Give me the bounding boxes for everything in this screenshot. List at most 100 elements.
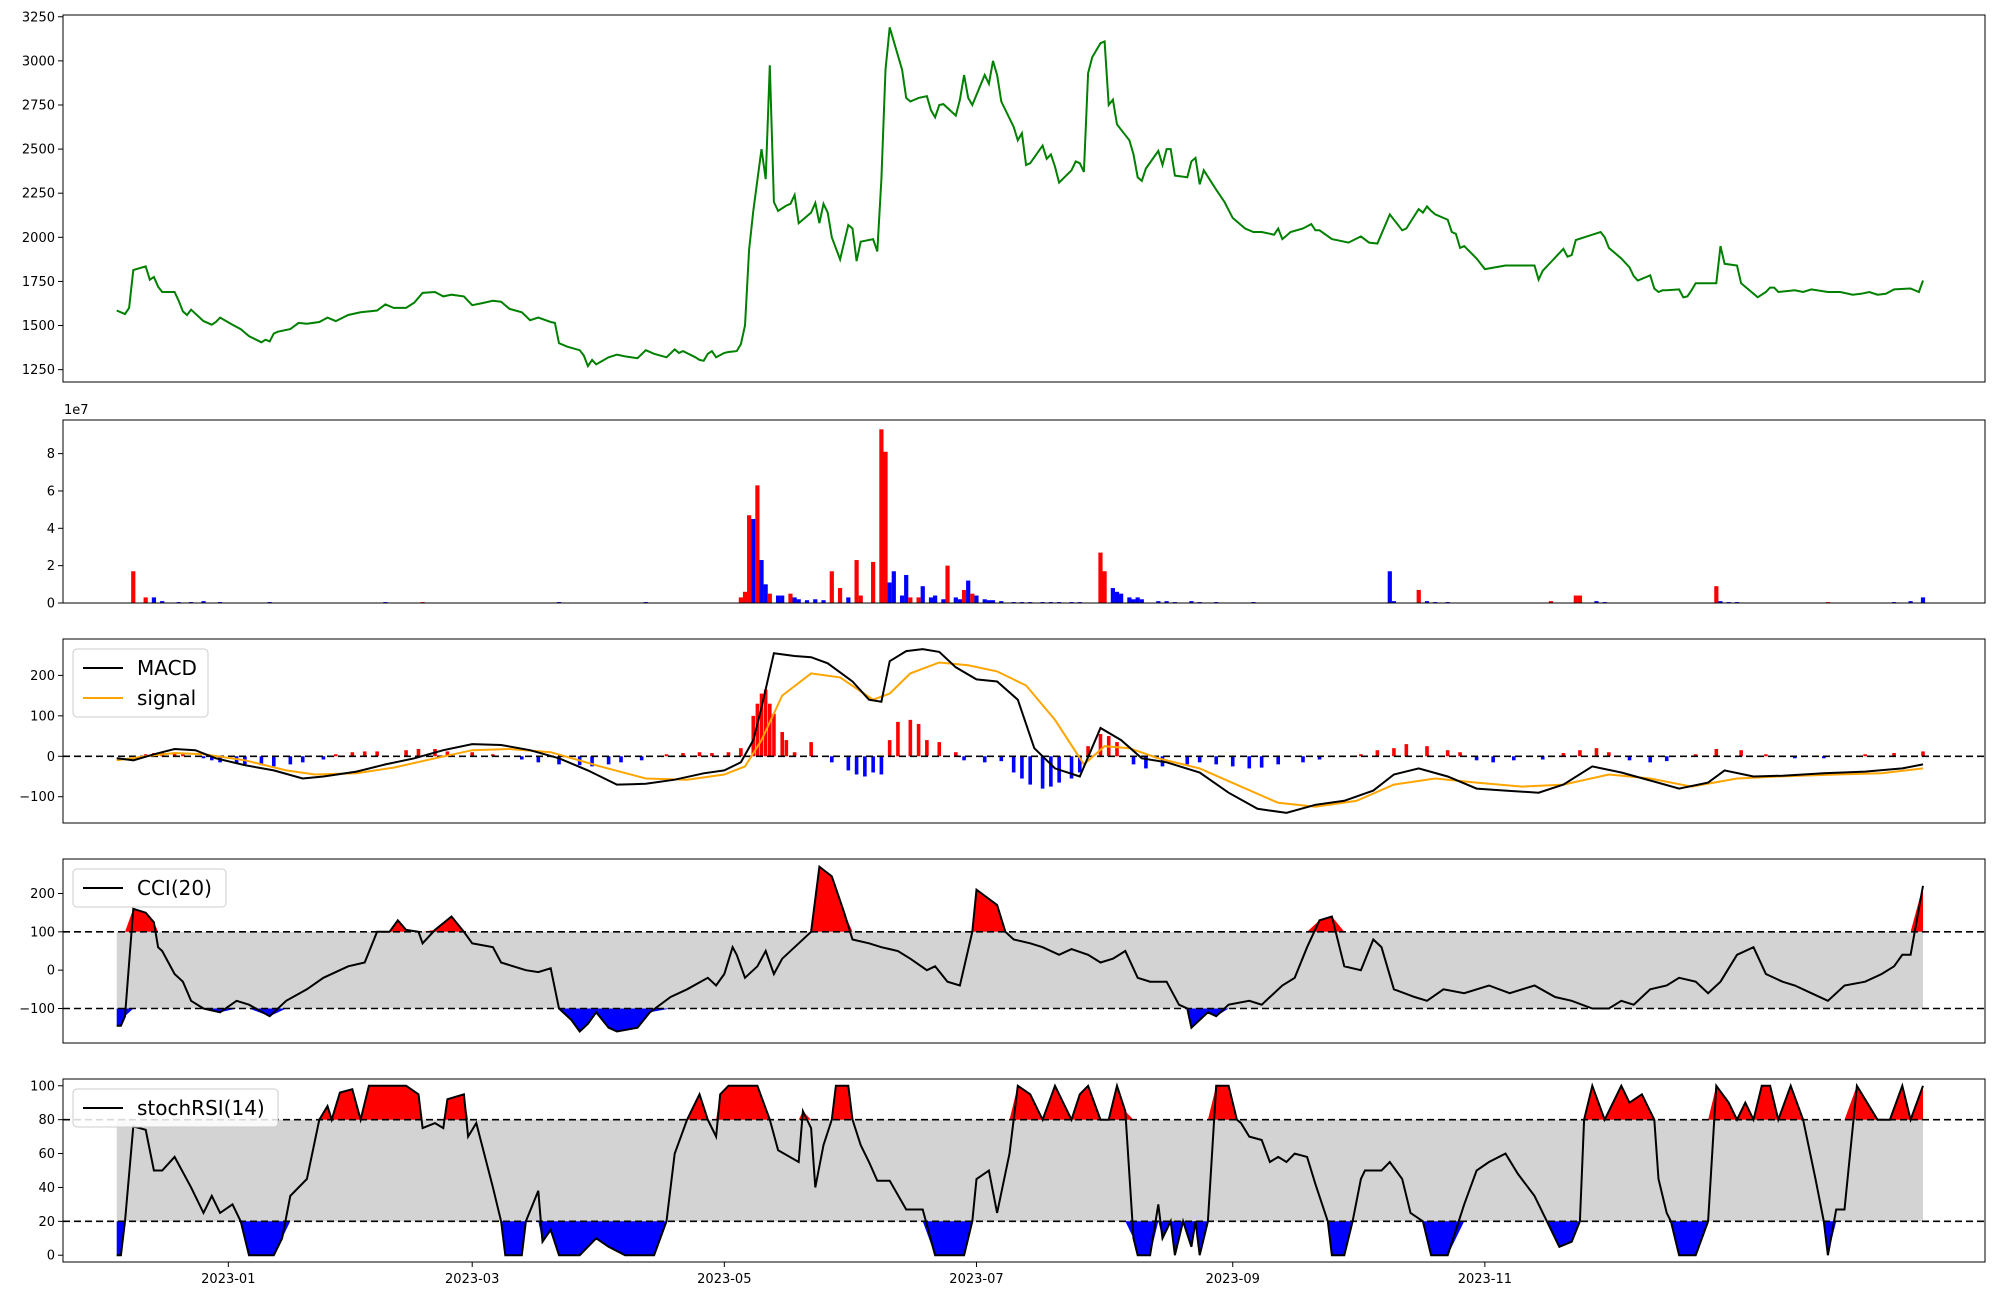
macd-histogram-bar (1594, 748, 1599, 757)
volume-bar (775, 595, 781, 603)
y-tick-label: 1250 (22, 363, 55, 378)
y-tick-label: 4 (47, 522, 55, 537)
macd-histogram-bar (1131, 756, 1136, 765)
volume-bar (982, 599, 987, 603)
macd-histogram-bar (143, 754, 148, 757)
macd-histogram-bar (470, 752, 474, 757)
macd-histogram-bar (1425, 746, 1429, 757)
macd-line (116, 648, 1924, 814)
volume-bar (759, 560, 764, 603)
legend-box (72, 648, 209, 718)
macd-histogram-bar (536, 756, 541, 763)
macd-histogram-bar (1259, 756, 1264, 768)
y-tick-label: 8 (47, 447, 55, 462)
volume-bar (1139, 599, 1144, 603)
macd-histogram-bar (726, 752, 731, 757)
macd-histogram-bar (201, 756, 206, 759)
volume-bar (201, 601, 206, 603)
volume-bar (1548, 601, 1554, 603)
macd-histogram-bar (1144, 756, 1148, 769)
volume-bar (887, 582, 892, 603)
legend-label: stochRSI(14) (137, 1096, 265, 1120)
volume-bar (879, 429, 884, 603)
volume-bar (837, 588, 843, 603)
neutral-band (116, 1119, 1924, 1222)
macd-histogram-bar (606, 756, 611, 765)
volume-bar (1119, 593, 1124, 603)
macd-histogram-bar (334, 754, 338, 757)
macd-histogram-bar (763, 689, 768, 757)
volume-bar (813, 599, 818, 603)
macd-histogram-bar (854, 756, 859, 775)
volume-bar (920, 586, 925, 603)
y-tick-label: 2500 (22, 143, 55, 158)
volume-offset-label: 1e7 (64, 403, 89, 418)
volume-bar (767, 593, 772, 603)
volume-bar (1164, 601, 1169, 603)
volume-bar (1156, 601, 1161, 603)
y-tick-label: 200 (30, 887, 55, 902)
legend-box (72, 1088, 279, 1128)
legend-box (72, 868, 227, 908)
cci-panel: −100 0 100 200 CCI(20) (19, 858, 1986, 1044)
macd-histogram-bar (1086, 746, 1090, 757)
macd-histogram-bar (520, 756, 524, 760)
volume-bar (941, 599, 946, 603)
y-tick-label: 0 (47, 1249, 55, 1264)
x-tick-label: 2023-05 (697, 1272, 751, 1287)
volume-bar (1098, 552, 1103, 603)
oversold-area (116, 1221, 1924, 1256)
macd-histogram-bar (1040, 756, 1045, 789)
macd-histogram-bar (1069, 756, 1074, 779)
volume-bar (804, 600, 810, 603)
volume-bar (160, 601, 165, 603)
macd-histogram-bar (954, 752, 958, 757)
macd-histogram-bar (1392, 748, 1396, 757)
macd-histogram-bar (871, 756, 875, 773)
macd-histogram-bar (1578, 750, 1582, 757)
volume-panel: 0 2 4 6 8 (47, 419, 1986, 612)
volume-bar (966, 580, 971, 603)
macd-panel: −100 0 100 200 MACD signal (19, 638, 1986, 824)
macd-histogram-bar (887, 740, 892, 757)
macd-histogram-bar (999, 756, 1004, 762)
macd-histogram-bar (1230, 756, 1235, 767)
y-tick-label: 2250 (22, 187, 55, 202)
y-tick-label: 1750 (22, 275, 55, 290)
volume-bar (1189, 601, 1194, 603)
volume-bar (916, 597, 921, 603)
volume-bar (1391, 601, 1397, 603)
volume-bar (1131, 599, 1136, 603)
volume-bar (846, 597, 851, 603)
y-tick-label: 40 (38, 1181, 55, 1196)
macd-histogram-bar (1359, 754, 1363, 757)
x-tick-label: 2023-09 (1206, 1272, 1260, 1287)
volume-bar (945, 565, 950, 603)
volume-bar (883, 451, 888, 603)
volume-bar (970, 593, 975, 603)
macd-histogram-bar (784, 740, 789, 757)
macd-histogram-bar (362, 751, 367, 757)
macd-histogram-bar (830, 756, 834, 763)
macd-histogram-bar (1863, 754, 1867, 757)
macd-histogram-bar (1375, 750, 1380, 757)
macd-histogram-bar (739, 748, 743, 757)
y-tick-label: −100 (19, 1002, 55, 1017)
macd-histogram-bar (792, 752, 797, 757)
volume-bar (908, 597, 913, 603)
macd-histogram-bar (445, 751, 450, 757)
y-tick-label: 200 (30, 669, 55, 684)
macd-histogram-bar (300, 756, 305, 763)
volume-bar (858, 595, 863, 603)
volume-bar (953, 597, 958, 603)
macd-histogram-bar (982, 756, 987, 763)
x-tick-label: 2023-07 (949, 1272, 1003, 1287)
macd-histogram-bar (1049, 756, 1053, 787)
volume-bar (780, 595, 785, 603)
macd-histogram-bar (1197, 756, 1202, 763)
macd-histogram-bar (1892, 753, 1896, 757)
cci-line (116, 864, 1924, 1034)
volume-bar (751, 518, 756, 603)
macd-histogram-bar (1020, 756, 1024, 779)
